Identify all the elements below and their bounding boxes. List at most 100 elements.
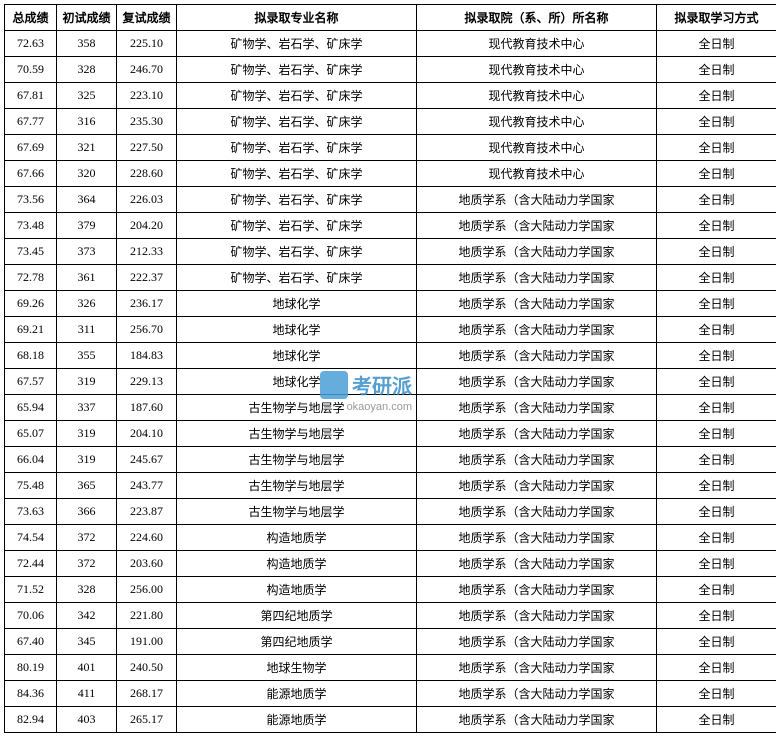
table-cell: 222.37 <box>117 265 177 291</box>
table-row: 75.48365243.77古生物学与地层学地质学系（含大陆动力学国家全日制 <box>5 473 776 499</box>
table-cell: 311 <box>57 317 117 343</box>
table-cell: 全日制 <box>657 343 776 369</box>
table-cell: 地球化学 <box>177 369 417 395</box>
table-cell: 268.17 <box>117 681 177 707</box>
table-cell: 355 <box>57 343 117 369</box>
header-study-mode: 拟录取学习方式 <box>657 5 776 31</box>
table-cell: 地球化学 <box>177 291 417 317</box>
table-cell: 古生物学与地层学 <box>177 473 417 499</box>
table-cell: 地质学系（含大陆动力学国家 <box>417 681 657 707</box>
table-cell: 矿物学、岩石学、矿床学 <box>177 83 417 109</box>
table-cell: 265.17 <box>117 707 177 733</box>
table-cell: 构造地质学 <box>177 577 417 603</box>
table-cell: 全日制 <box>657 239 776 265</box>
table-cell: 全日制 <box>657 135 776 161</box>
table-cell: 361 <box>57 265 117 291</box>
table-cell: 地质学系（含大陆动力学国家 <box>417 577 657 603</box>
table-cell: 326 <box>57 291 117 317</box>
table-cell: 325 <box>57 83 117 109</box>
table-cell: 229.13 <box>117 369 177 395</box>
table-cell: 256.00 <box>117 577 177 603</box>
admissions-table: 总成绩 初试成绩 复试成绩 拟录取专业名称 拟录取院（系、所）所名称 拟录取学习… <box>4 4 776 733</box>
table-cell: 401 <box>57 655 117 681</box>
table-cell: 全日制 <box>657 629 776 655</box>
table-cell: 全日制 <box>657 83 776 109</box>
table-row: 67.69321227.50矿物学、岩石学、矿床学现代教育技术中心全日制 <box>5 135 776 161</box>
table-row: 82.94403265.17能源地质学地质学系（含大陆动力学国家全日制 <box>5 707 776 733</box>
table-cell: 现代教育技术中心 <box>417 83 657 109</box>
table-cell: 能源地质学 <box>177 707 417 733</box>
table-cell: 225.10 <box>117 31 177 57</box>
table-cell: 地质学系（含大陆动力学国家 <box>417 395 657 421</box>
table-cell: 全日制 <box>657 291 776 317</box>
table-cell: 226.03 <box>117 187 177 213</box>
table-cell: 75.48 <box>5 473 57 499</box>
table-cell: 67.57 <box>5 369 57 395</box>
table-row: 67.81325223.10矿物学、岩石学、矿床学现代教育技术中心全日制 <box>5 83 776 109</box>
table-cell: 全日制 <box>657 681 776 707</box>
table-cell: 全日制 <box>657 265 776 291</box>
table-cell: 67.81 <box>5 83 57 109</box>
table-row: 80.19401240.50地球生物学地质学系（含大陆动力学国家全日制 <box>5 655 776 681</box>
header-prelim-score: 初试成绩 <box>57 5 117 31</box>
table-cell: 372 <box>57 525 117 551</box>
table-cell: 319 <box>57 421 117 447</box>
table-cell: 372 <box>57 551 117 577</box>
table-row: 70.06342221.80第四纪地质学地质学系（含大陆动力学国家全日制 <box>5 603 776 629</box>
table-cell: 66.04 <box>5 447 57 473</box>
table-cell: 地质学系（含大陆动力学国家 <box>417 499 657 525</box>
table-row: 73.63366223.87古生物学与地层学地质学系（含大陆动力学国家全日制 <box>5 499 776 525</box>
table-cell: 71.52 <box>5 577 57 603</box>
table-row: 67.66320228.60矿物学、岩石学、矿床学现代教育技术中心全日制 <box>5 161 776 187</box>
table-cell: 236.17 <box>117 291 177 317</box>
table-row: 74.54372224.60构造地质学地质学系（含大陆动力学国家全日制 <box>5 525 776 551</box>
table-cell: 70.06 <box>5 603 57 629</box>
table-cell: 地球化学 <box>177 317 417 343</box>
table-cell: 67.77 <box>5 109 57 135</box>
table-cell: 地球生物学 <box>177 655 417 681</box>
table-cell: 67.66 <box>5 161 57 187</box>
table-cell: 地质学系（含大陆动力学国家 <box>417 447 657 473</box>
table-cell: 73.56 <box>5 187 57 213</box>
table-cell: 319 <box>57 447 117 473</box>
table-cell: 现代教育技术中心 <box>417 109 657 135</box>
table-cell: 72.44 <box>5 551 57 577</box>
table-cell: 69.26 <box>5 291 57 317</box>
table-cell: 223.87 <box>117 499 177 525</box>
table-cell: 72.63 <box>5 31 57 57</box>
table-cell: 全日制 <box>657 499 776 525</box>
table-cell: 235.30 <box>117 109 177 135</box>
table-cell: 187.60 <box>117 395 177 421</box>
table-cell: 68.18 <box>5 343 57 369</box>
table-cell: 228.60 <box>117 161 177 187</box>
table-cell: 240.50 <box>117 655 177 681</box>
table-cell: 320 <box>57 161 117 187</box>
table-body: 72.63358225.10矿物学、岩石学、矿床学现代教育技术中心全日制70.5… <box>5 31 776 733</box>
table-cell: 342 <box>57 603 117 629</box>
table-cell: 全日制 <box>657 603 776 629</box>
table-cell: 地质学系（含大陆动力学国家 <box>417 291 657 317</box>
table-cell: 366 <box>57 499 117 525</box>
table-cell: 矿物学、岩石学、矿床学 <box>177 161 417 187</box>
table-row: 69.26326236.17地球化学地质学系（含大陆动力学国家全日制 <box>5 291 776 317</box>
table-row: 68.18355184.83地球化学地质学系（含大陆动力学国家全日制 <box>5 343 776 369</box>
table-cell: 212.33 <box>117 239 177 265</box>
table-cell: 70.59 <box>5 57 57 83</box>
table-cell: 矿物学、岩石学、矿床学 <box>177 213 417 239</box>
table-cell: 构造地质学 <box>177 551 417 577</box>
header-department: 拟录取院（系、所）所名称 <box>417 5 657 31</box>
table-cell: 地质学系（含大陆动力学国家 <box>417 525 657 551</box>
table-cell: 构造地质学 <box>177 525 417 551</box>
table-cell: 203.60 <box>117 551 177 577</box>
table-cell: 全日制 <box>657 109 776 135</box>
table-row: 65.94337187.60古生物学与地层学地质学系（含大陆动力学国家全日制 <box>5 395 776 421</box>
table-cell: 204.20 <box>117 213 177 239</box>
table-cell: 319 <box>57 369 117 395</box>
table-cell: 全日制 <box>657 525 776 551</box>
table-cell: 地质学系（含大陆动力学国家 <box>417 369 657 395</box>
table-cell: 321 <box>57 135 117 161</box>
table-cell: 全日制 <box>657 577 776 603</box>
table-cell: 256.70 <box>117 317 177 343</box>
table-row: 70.59328246.70矿物学、岩石学、矿床学现代教育技术中心全日制 <box>5 57 776 83</box>
table-row: 67.40345191.00第四纪地质学地质学系（含大陆动力学国家全日制 <box>5 629 776 655</box>
